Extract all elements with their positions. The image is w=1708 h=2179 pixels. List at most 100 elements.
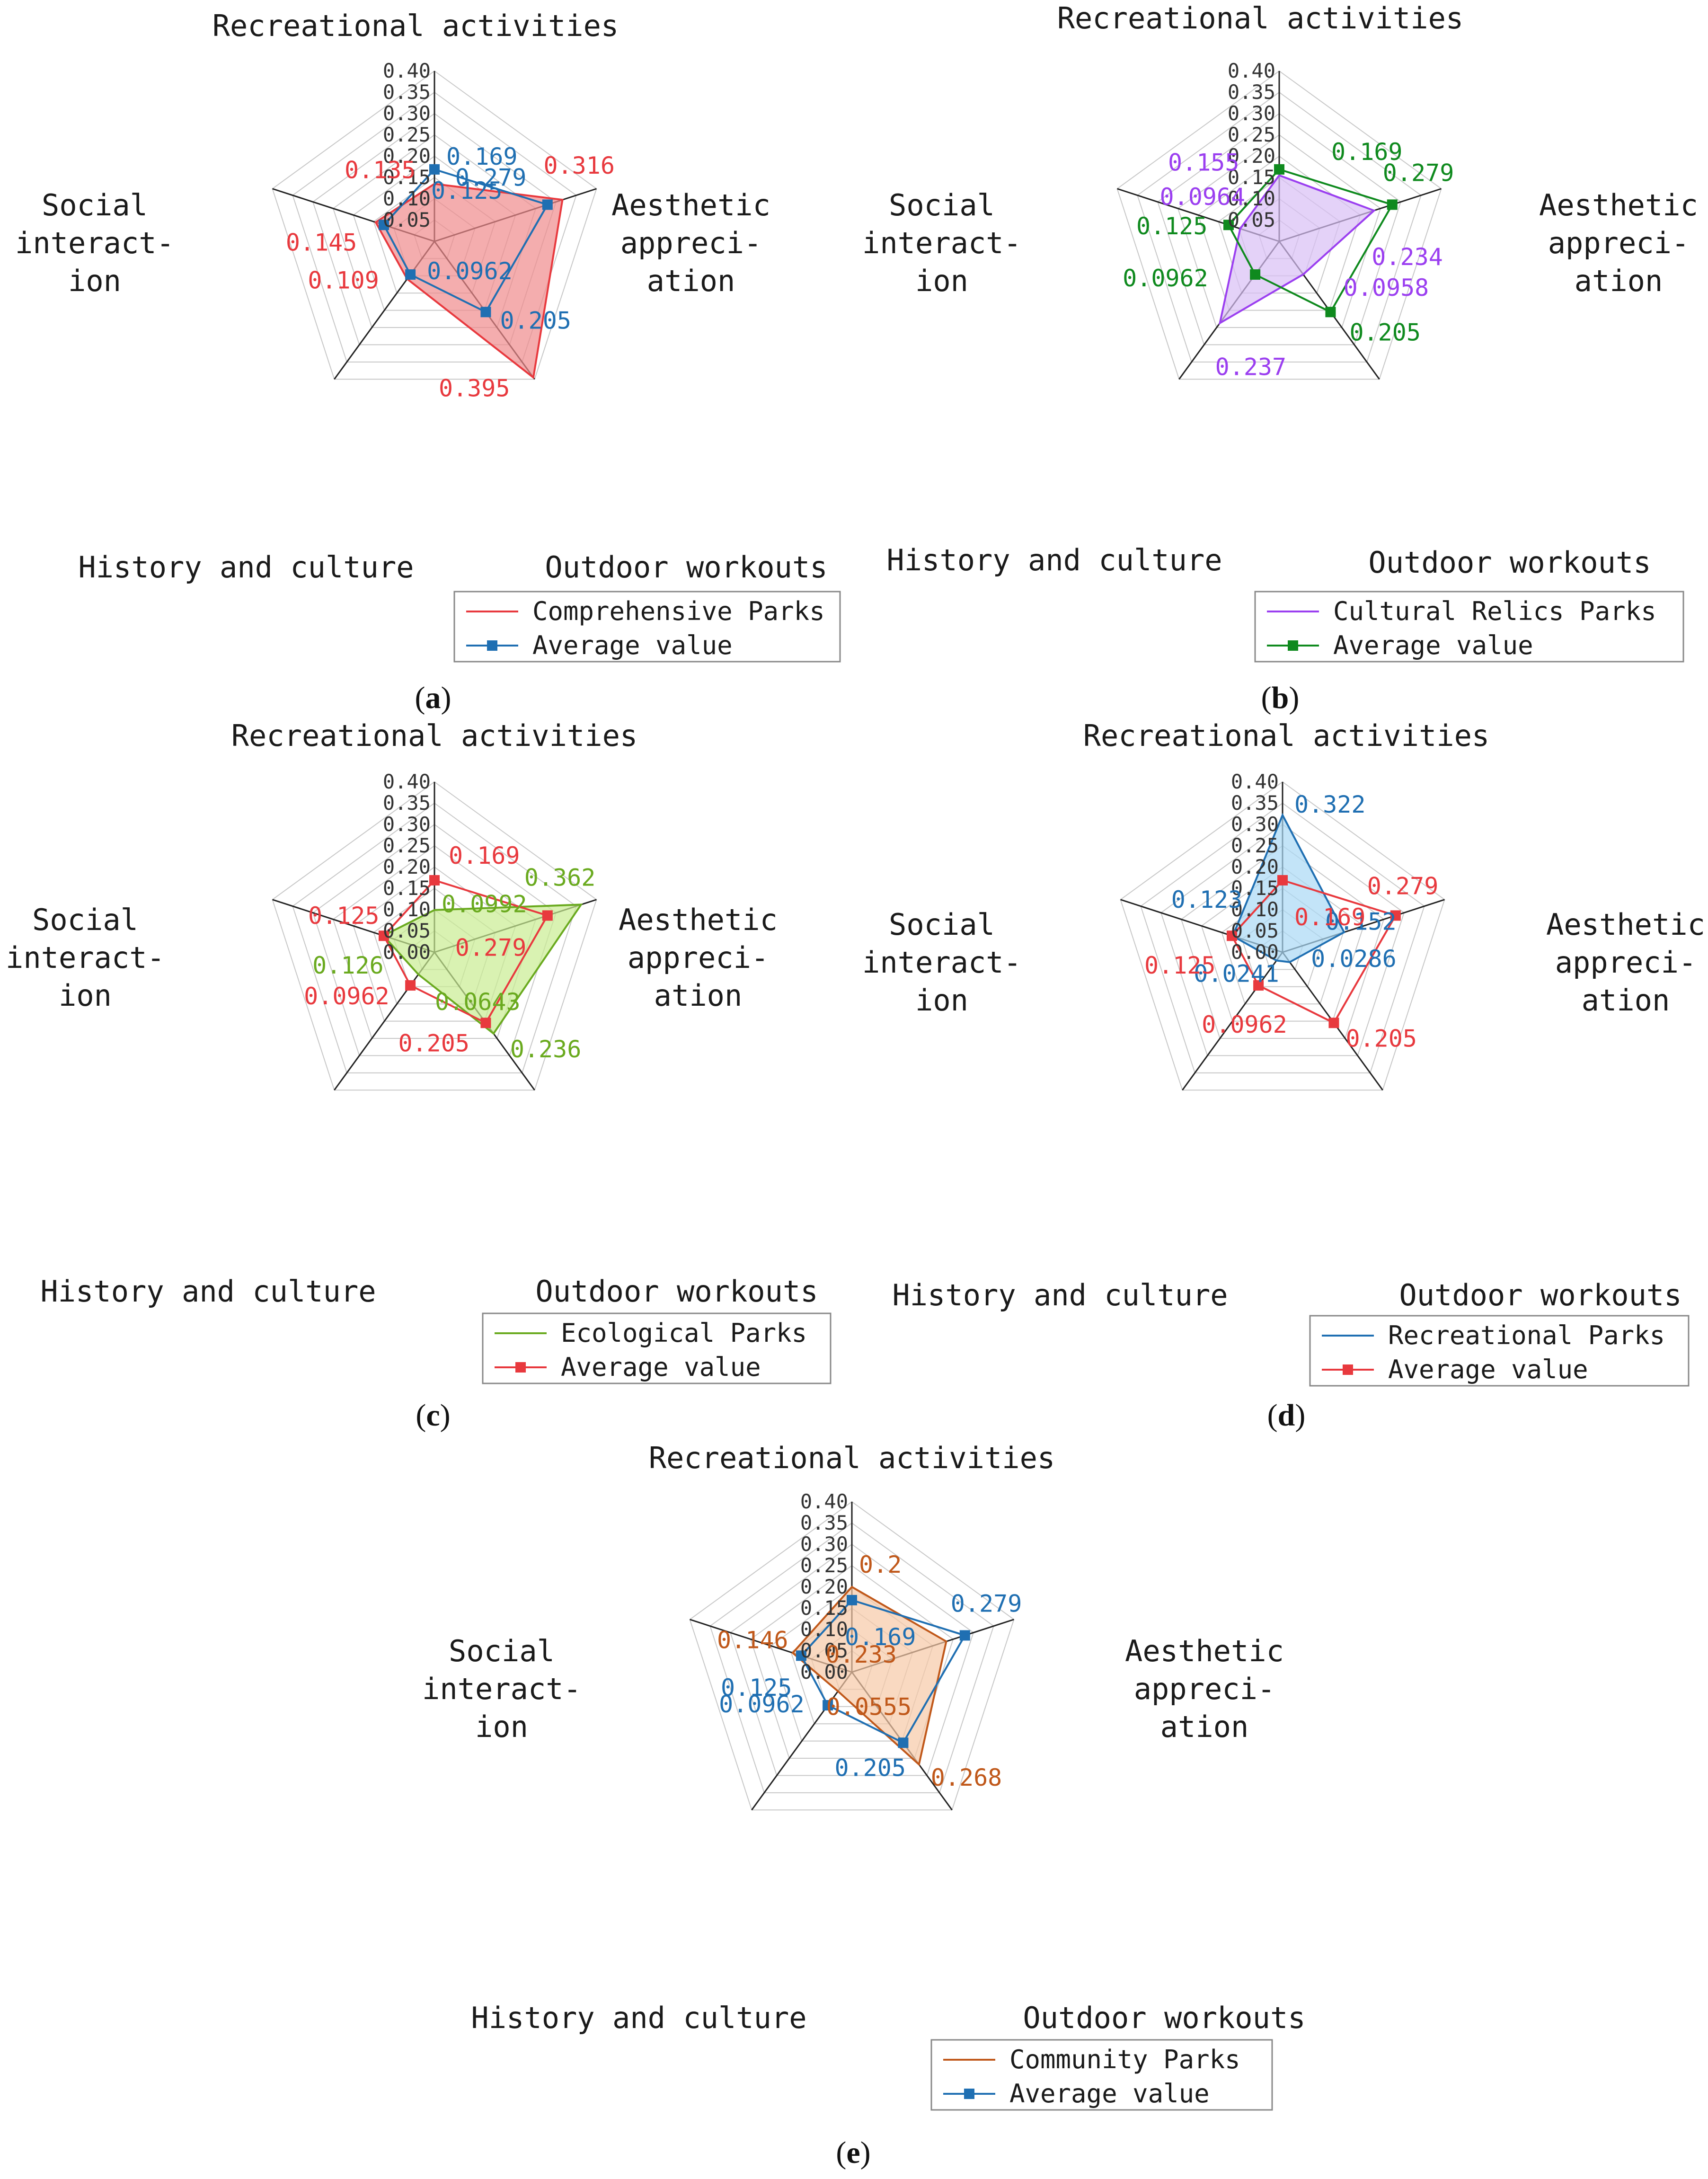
data-label: 0.316 [543,152,615,179]
tick-label: 0.35 [1231,791,1279,815]
axis-label-line: Aesthetic [619,903,778,937]
axis-label: Social interact-ion [15,188,174,298]
axis-label-line: interact- [862,226,1021,260]
data-label: 0.125 [308,902,380,930]
data-label: 0.279 [1383,159,1454,186]
tick-label: 0.40 [800,1490,848,1513]
series-marker [542,910,553,921]
data-label: 0.109 [308,266,379,294]
axis-label-line: Outdoor workouts [535,1274,818,1309]
axis-label-line: Aesthetic [1546,907,1705,942]
data-label: 0.0962 [304,983,389,1010]
panel-letter: d [1278,1398,1295,1433]
data-label: 0.169 [1294,903,1366,931]
data-label: 0.0964 [1159,183,1245,211]
data-label: 0.322 [1294,791,1366,818]
series-marker [480,307,491,317]
series-marker [1328,1018,1339,1028]
axis-label-line: Social [449,1634,555,1668]
data-label: 0.125 [1144,952,1216,979]
panel-paren: ( [416,1398,426,1433]
series-marker [1274,164,1284,175]
legend: Comprehensive Parks Average value [454,592,840,662]
data-label: 0.236 [510,1036,582,1063]
legend: Recreational Parks Average value [1310,1316,1689,1386]
axis-label-line: ion [915,983,968,1018]
legend-label: Cultural Relics Parks [1333,596,1656,626]
tick-label: 0.40 [1228,59,1275,82]
data-label: 0.237 [1215,354,1287,381]
legend-label: Average value [1388,1355,1588,1384]
data-label: 0.279 [1367,872,1439,900]
axis-label-line: ation [1575,264,1663,298]
panel-paren: ( [1267,1398,1278,1433]
axis-labels: Recreational activities Aesthetic appreci-… [862,1,1698,580]
axis-label-line: History and culture [886,543,1222,577]
data-label: 0.0992 [442,891,527,918]
axis-label-line: Recreational activities [231,718,638,753]
data-label: 0.169 [449,842,520,869]
legend-label: Recreational Parks [1388,1320,1665,1350]
axis-label-line: Recreational activities [649,1441,1055,1475]
data-label: 0.279 [951,1590,1022,1617]
series-marker [1250,269,1260,280]
data-label: 0.279 [455,934,527,961]
axis-label-line: ation [647,264,735,298]
data-label: 0.395 [439,375,510,402]
data-label: 0.205 [500,307,571,334]
tick-label: 0.30 [1228,102,1275,125]
tick-label: 0.10 [800,1618,848,1641]
data-label: 0.125 [431,177,503,204]
data-label: 0.0962 [427,257,513,285]
axis-label-line: History and culture [40,1274,376,1309]
radial-ticks: 0.050.100.150.200.250.300.350.40 [383,59,431,231]
axis-label-line: interact- [862,945,1021,980]
axis-label-line: Aesthetic [1539,188,1698,222]
axis-label-line: Outdoor workouts [1023,2001,1305,2035]
axis-label-line: interact- [15,226,174,260]
axis-label: Social interact-ion [422,1634,581,1744]
tick-label: 0.15 [383,877,431,900]
axis-label: Aesthetic appreci-ation [1125,1634,1284,1744]
axis-label: Recreational activities [212,9,619,43]
legend-marker [1288,640,1298,651]
tick-label: 0.25 [1228,123,1275,146]
axis-label-line: ation [1160,1710,1249,1744]
series-marker [405,980,416,991]
series-marker [542,199,553,210]
data-label: 0.123 [1171,886,1243,913]
tick-label: 0.35 [383,791,431,815]
tick-label: 0.05 [1231,919,1279,942]
tick-label: 0.05 [1228,208,1275,231]
tick-label: 0.00 [383,940,431,964]
panel-paren: ( [415,681,425,715]
legend-label: Ecological Parks [561,1318,807,1348]
panel-letter: b [1272,681,1289,715]
data-label: 0.0643 [435,988,521,1016]
tick-label: 0.20 [383,855,431,878]
legend-marker [487,640,497,651]
axis-label-line: History and culture [78,550,414,585]
axis-label: History and culture [78,550,414,585]
axis-label-line: appreci- [620,226,762,260]
panel-paren: ) [1289,681,1299,715]
axis-label: Outdoor workouts [1399,1278,1681,1312]
panel-letter: e [846,2135,860,2170]
axis-label-line: ion [68,264,121,298]
series-marker [1325,307,1336,317]
tick-label: 0.25 [383,834,431,857]
axis-label: Recreational activities [649,1441,1055,1475]
data-label: 0.268 [931,1764,1002,1791]
axis-label: Outdoor workouts [545,550,827,585]
data-label: 0.125 [1136,213,1208,240]
series-marker [898,1737,908,1748]
tick-label: 0.25 [800,1554,848,1577]
radial-ticks: 0.000.050.100.150.200.250.300.350.40 [383,770,431,964]
axis-label-line: appreci- [628,940,769,975]
axis-label-line: interact- [6,940,165,975]
series-marker [480,1018,491,1028]
axis-label: Aesthetic appreci-ation [1546,907,1705,1018]
axis-label-line: Aesthetic [1125,1634,1284,1668]
axis-label-line: Outdoor workouts [545,550,827,585]
panel-paren: ) [441,681,451,715]
